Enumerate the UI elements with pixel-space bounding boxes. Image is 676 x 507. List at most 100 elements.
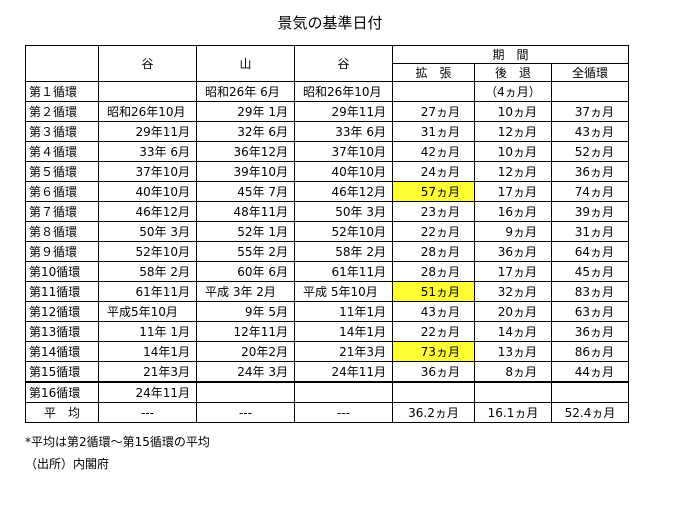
- row-label: 第２循環: [25, 101, 99, 122]
- table-cell: 55年 2月: [196, 241, 295, 262]
- table-row: 第２循環 昭和26年10月 29年 1月 29年11月 27ヵ月 10ヵ月 37ヵ月: [25, 101, 629, 122]
- table-row: 第９循環 52年10月 55年 2月 58年 2月 28ヵ月 36ヵ月 64ヵ月: [25, 241, 629, 262]
- table-cell: 74ヵ月: [551, 181, 629, 202]
- row-label: 第９循環: [25, 241, 99, 262]
- table-cell: 14ヵ月: [474, 321, 552, 342]
- table-cell: 32年 6月: [196, 121, 295, 142]
- table-cell: 9ヵ月: [474, 221, 552, 242]
- table-cell: 10ヵ月: [474, 101, 552, 122]
- corner-cell: [25, 45, 99, 82]
- table-cell: 24年 3月: [196, 361, 295, 383]
- row-label: 第13循環: [25, 321, 99, 342]
- cycle-table: 谷 山 谷 期 間 拡 張 後 退 全循環 第１循環 昭和26年 6月 昭和26年1…: [25, 45, 629, 423]
- table-cell: 73ヵ月: [392, 341, 475, 362]
- table-row: 第13循環 11年 1月 12年11月 14年1月 22ヵ月 14ヵ月 36ヵ月: [25, 321, 629, 342]
- table-cell: 43ヵ月: [392, 301, 475, 322]
- table-cell: 39年10月: [196, 161, 295, 182]
- table-cell: ---: [294, 402, 393, 423]
- table-cell: 17ヵ月: [474, 261, 552, 282]
- table-row: 第１循環 昭和26年 6月 昭和26年10月 （4ヵ月）: [25, 81, 629, 102]
- row-label: 第15循環: [25, 361, 99, 383]
- table-cell: 48年11月: [196, 201, 295, 222]
- table-cell: 33年 6月: [294, 121, 393, 142]
- header-cell: 山: [196, 45, 295, 82]
- table-cell: 61年11月: [98, 281, 197, 302]
- table-cell: 13ヵ月: [474, 341, 552, 362]
- table-cell: 45ヵ月: [551, 261, 629, 282]
- table-cell: [474, 381, 552, 403]
- table-cell: 61年11月: [294, 261, 393, 282]
- table-cell: 37年10月: [294, 141, 393, 162]
- table-cell: 21年3月: [294, 341, 393, 362]
- table-cell: [551, 81, 629, 102]
- row-label: 第８循環: [25, 221, 99, 242]
- table-cell: 21年3月: [98, 361, 197, 383]
- row-label: 第３循環: [25, 121, 99, 142]
- table-cell: 52年 1月: [196, 221, 295, 242]
- table-cell: 36ヵ月: [551, 161, 629, 182]
- header-cell: 期 間: [392, 45, 629, 64]
- table-cell: 83ヵ月: [551, 281, 629, 302]
- table-cell: 58年 2月: [294, 241, 393, 262]
- row-label: 第１循環: [25, 81, 99, 102]
- table-cell: 12ヵ月: [474, 121, 552, 142]
- title: 景気の基準日付: [277, 14, 383, 32]
- table-cell: 20年2月: [196, 341, 295, 362]
- table-cell: 22ヵ月: [392, 321, 475, 342]
- header-cell: 拡 張: [392, 63, 475, 82]
- table-cell: ---: [196, 402, 295, 423]
- table-cell: 昭和26年10月: [294, 81, 393, 102]
- table-cell: 52年10月: [98, 241, 197, 262]
- table-row: 第３循環 29年11月 32年 6月 33年 6月 31ヵ月 12ヵ月 43ヵ月: [25, 121, 629, 142]
- table-cell: 36ヵ月: [474, 241, 552, 262]
- table-row: 第７循環 46年12月 48年11月 50年 3月 23ヵ月 16ヵ月 39ヵ月: [25, 201, 629, 222]
- header-cell: 谷: [294, 45, 393, 82]
- table-cell: 16ヵ月: [474, 201, 552, 222]
- note: （出所）内閣府: [25, 457, 110, 471]
- table-cell: 29年 1月: [196, 101, 295, 122]
- table-cell: 昭和26年10月: [98, 101, 197, 122]
- table-cell: 45年 7月: [196, 181, 295, 202]
- table-cell: [196, 381, 295, 403]
- row-label: 第６循環: [25, 181, 99, 202]
- row-label: 第10循環: [25, 261, 99, 282]
- table-cell: 33年 6月: [98, 141, 197, 162]
- row-label: 第５循環: [25, 161, 99, 182]
- table-cell: [98, 81, 197, 102]
- table-cell: 28ヵ月: [392, 261, 475, 282]
- row-label: 第４循環: [25, 141, 99, 162]
- table-header: 谷 山 谷 期 間 拡 張 後 退 全循環: [25, 45, 629, 82]
- table-cell: [551, 381, 629, 403]
- table-cell: 14年1月: [294, 321, 393, 342]
- table-cell: 24年11月: [98, 381, 197, 403]
- table-cell: 31ヵ月: [392, 121, 475, 142]
- table-cell: 11年 1月: [98, 321, 197, 342]
- table-cell: ---: [98, 402, 197, 423]
- table-cell: 60年 6月: [196, 261, 295, 282]
- table-cell: 22ヵ月: [392, 221, 475, 242]
- table-row: 第11循環 61年11月 平成 3年 2月 平成 5年10月 51ヵ月 32ヵ月 83ヵ月: [25, 281, 629, 302]
- table-cell: 14年1月: [98, 341, 197, 362]
- table-cell: 51ヵ月: [392, 281, 475, 302]
- table-cell: 64ヵ月: [551, 241, 629, 262]
- table-cell: 86ヵ月: [551, 341, 629, 362]
- table-cell: 9年 5月: [196, 301, 295, 322]
- table-cell: [392, 381, 475, 403]
- table-cell: 31ヵ月: [551, 221, 629, 242]
- table-cell: 36年12月: [196, 141, 295, 162]
- note: *平均は第2循環～第15循環の平均: [25, 435, 210, 449]
- table-row: 第14循環 14年1月 20年2月 21年3月 73ヵ月 13ヵ月 86ヵ月: [25, 341, 629, 362]
- table-cell: 20ヵ月: [474, 301, 552, 322]
- table-cell: 昭和26年 6月: [196, 81, 295, 102]
- row-label: 第11循環: [25, 281, 99, 302]
- header-cell: 谷: [98, 45, 197, 82]
- table-cell: 63ヵ月: [551, 301, 629, 322]
- table-row: 第５循環 37年10月 39年10月 40年10月 24ヵ月 12ヵ月 36ヵ月: [25, 161, 629, 182]
- table-cell: 50年 3月: [98, 221, 197, 242]
- table-cell: 平成5年10月: [98, 301, 197, 322]
- table-cell: [392, 81, 475, 102]
- table-cell: 42ヵ月: [392, 141, 475, 162]
- header-cell: 後 退: [474, 63, 552, 82]
- table-row: 第16循環 24年11月: [25, 381, 629, 403]
- table-cell: 17ヵ月: [474, 181, 552, 202]
